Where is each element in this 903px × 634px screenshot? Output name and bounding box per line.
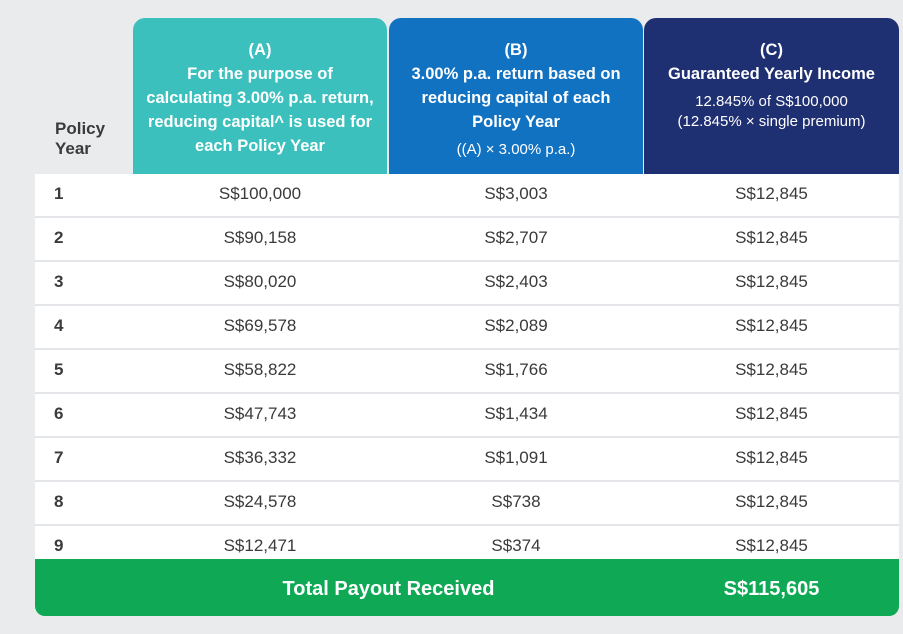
- table-row: 8 S$24,578 S$738 S$12,845: [35, 482, 899, 526]
- table-header: Policy Year (A) For the purpose of calcu…: [35, 18, 899, 174]
- table-row: 7 S$36,332 S$1,091 S$12,845: [35, 438, 899, 482]
- yearly-income-cell: S$12,845: [735, 448, 808, 467]
- total-payout-bar: Total Payout Received S$115,605: [35, 559, 899, 616]
- policy-year-cell: 9: [54, 536, 64, 555]
- column-a-letter: (A): [248, 41, 272, 59]
- return-cell: S$1,766: [484, 360, 548, 379]
- policy-year-cell: 7: [54, 448, 64, 467]
- policy-year-cell: 2: [54, 228, 64, 247]
- column-c-line2: (12.845% × single premium): [677, 113, 866, 130]
- column-b-line: 3.00% p.a. return based on: [411, 65, 621, 83]
- return-cell: S$1,434: [484, 404, 548, 423]
- table-row: 6 S$47,743 S$1,434 S$12,845: [35, 394, 899, 438]
- reducing-capital-cell: S$47,743: [223, 404, 297, 423]
- column-c-letter: (C): [760, 41, 783, 59]
- table-row: 3 S$80,020 S$2,403 S$12,845: [35, 262, 899, 306]
- reducing-capital-cell: S$12,471: [223, 536, 297, 555]
- reducing-capital-cell: S$36,332: [223, 448, 297, 467]
- column-c-header: (C) Guaranteed Yearly Income 12.845% of …: [644, 18, 899, 174]
- reducing-capital-cell: S$100,000: [218, 184, 302, 203]
- yearly-income-cell: S$12,845: [735, 492, 808, 511]
- yearly-income-cell: S$12,845: [735, 360, 808, 379]
- column-b-letter: (B): [504, 41, 528, 59]
- yearly-income-cell: S$12,845: [735, 184, 808, 203]
- column-a-header: (A) For the purpose of calculating 3.00%…: [133, 18, 387, 174]
- total-payout-value: S$115,605: [723, 578, 820, 600]
- column-c-line1: 12.845% of S$100,000: [695, 93, 848, 110]
- return-cell: S$2,707: [484, 228, 548, 247]
- payout-table: Policy Year (A) For the purpose of calcu…: [35, 18, 899, 570]
- total-payout-label: Total Payout Received: [282, 578, 495, 600]
- yearly-income-cell: S$12,845: [735, 272, 808, 291]
- column-b-line: reducing capital of each: [421, 89, 611, 107]
- yearly-income-cell: S$12,845: [735, 536, 808, 555]
- reducing-capital-cell: S$24,578: [223, 492, 297, 511]
- table-row: 1 S$100,000 S$3,003 S$12,845: [35, 174, 899, 218]
- policy-year-cell: 6: [54, 404, 64, 423]
- column-b-line: Policy Year: [472, 113, 560, 131]
- policy-year-cell: 5: [54, 360, 64, 379]
- reducing-capital-cell: S$69,578: [223, 316, 297, 335]
- return-cell: S$2,089: [484, 316, 548, 335]
- reducing-capital-cell: S$90,158: [223, 228, 297, 247]
- policy-year-cell: 1: [54, 184, 64, 203]
- column-a-line: calculating 3.00% p.a. return,: [146, 89, 374, 107]
- table-row: 4 S$69,578 S$2,089 S$12,845: [35, 306, 899, 350]
- return-cell: S$1,091: [484, 448, 548, 467]
- yearly-income-cell: S$12,845: [735, 228, 808, 247]
- column-b-formula: ((A) × 3.00% p.a.): [456, 141, 576, 158]
- reducing-capital-cell: S$58,822: [223, 360, 297, 379]
- table-body: 1 S$100,000 S$3,003 S$12,845 2 S$90,158 …: [35, 174, 899, 570]
- yearly-income-cell: S$12,845: [735, 404, 808, 423]
- return-cell: S$374: [491, 536, 541, 555]
- policy-year-cell: 8: [54, 492, 64, 511]
- policy-year-cell: 3: [54, 272, 64, 291]
- column-a-line: For the purpose of: [187, 65, 333, 83]
- return-cell: S$2,403: [484, 272, 548, 291]
- column-c-title: Guaranteed Yearly Income: [668, 65, 875, 83]
- reducing-capital-cell: S$80,020: [223, 272, 297, 291]
- policy-year-cell: 4: [54, 316, 64, 335]
- return-cell: S$738: [491, 492, 541, 511]
- yearly-income-cell: S$12,845: [735, 316, 808, 335]
- column-a-line: reducing capital^ is used for: [147, 113, 373, 131]
- table-row: 5 S$58,822 S$1,766 S$12,845: [35, 350, 899, 394]
- return-cell: S$3,003: [484, 184, 548, 203]
- column-a-line: each Policy Year: [195, 137, 325, 155]
- column-b-header: (B) 3.00% p.a. return based on reducing …: [389, 18, 643, 174]
- table-row: 2 S$90,158 S$2,707 S$12,845: [35, 218, 899, 262]
- policy-year-header: Policy Year: [55, 119, 106, 158]
